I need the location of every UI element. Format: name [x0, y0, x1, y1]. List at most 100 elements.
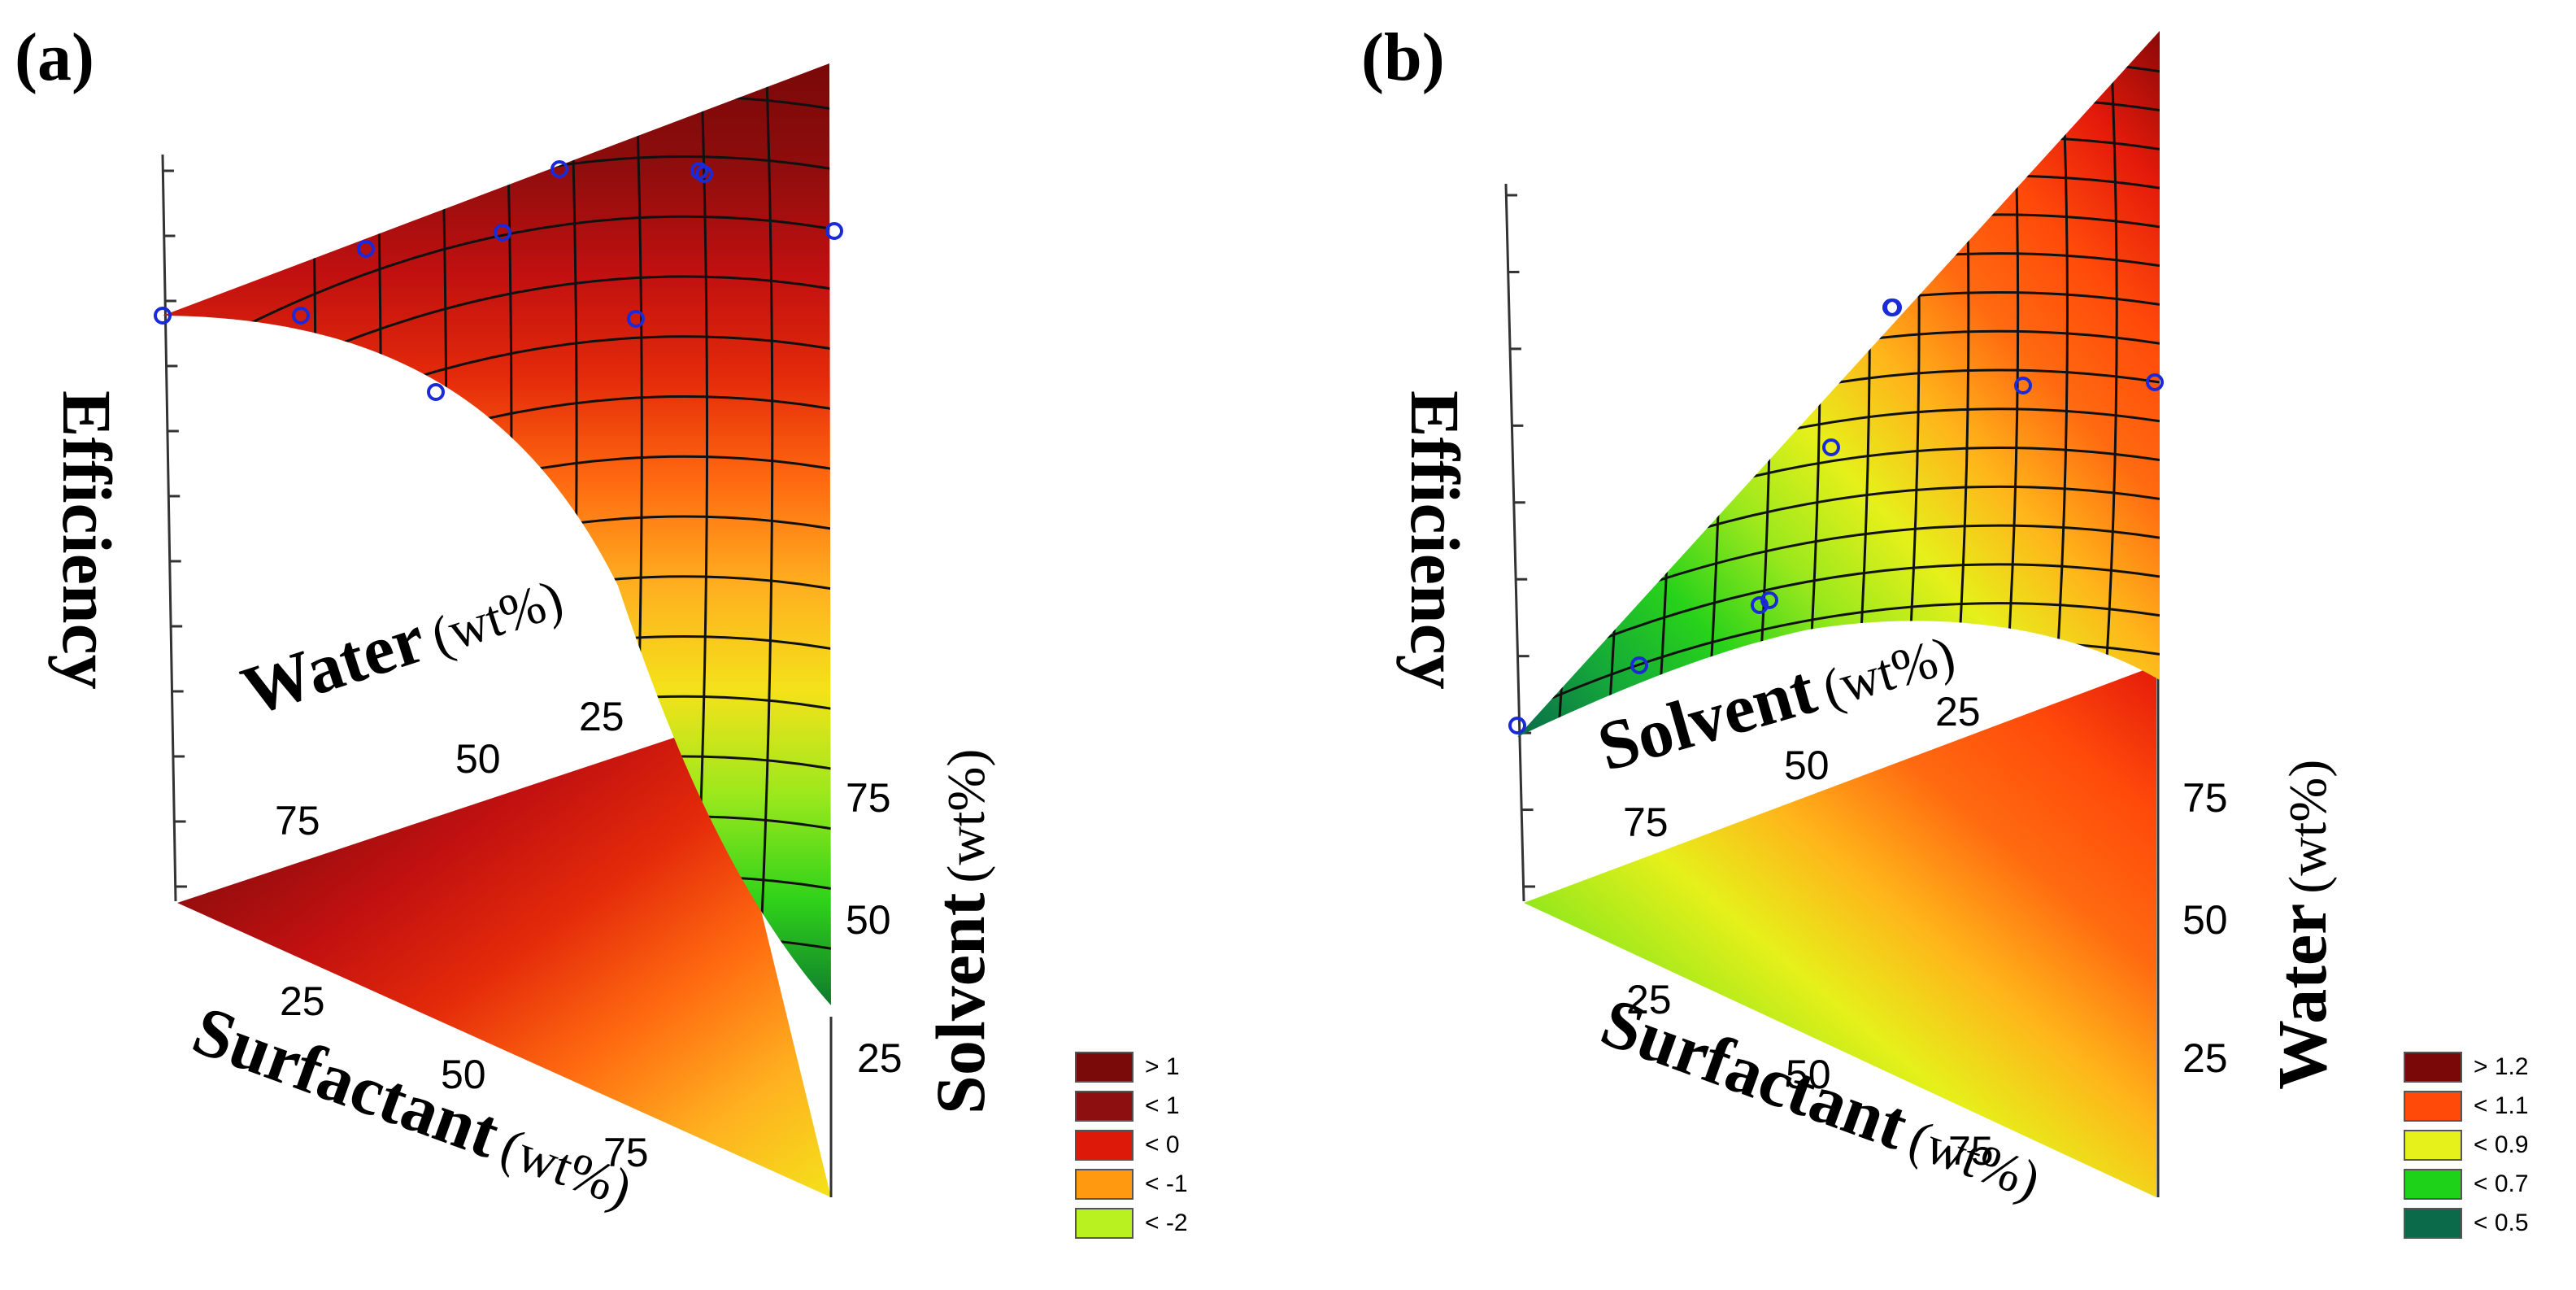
design-point [2014, 377, 2032, 394]
grid-line [1517, 602, 2160, 715]
legend-swatch [2404, 1169, 2462, 1200]
design-point [690, 162, 708, 180]
legend-label: < -1 [1145, 1170, 1188, 1197]
water-tick-50: 50 [2182, 897, 2228, 943]
design-point [627, 310, 645, 328]
water-unit: (wt%) [2278, 760, 2338, 894]
z-axis-line [161, 154, 177, 902]
legend-swatch [1075, 1091, 1134, 1122]
grid-line [1557, 32, 1575, 733]
surfactant-tick-25: 25 [1626, 977, 1672, 1022]
legend-b: > 1.2 < 1.1 < 0.9 < 0.7 < 0.5 [2404, 1048, 2529, 1243]
legend-item: < 1 [1075, 1087, 1188, 1126]
legend-label: < 0 [1145, 1131, 1180, 1158]
design-point [494, 224, 511, 242]
z-axis-ticks [163, 169, 187, 888]
design-point [427, 383, 445, 401]
design-point [1630, 656, 1648, 674]
design-point [825, 222, 843, 240]
base-contour-triangle [177, 724, 831, 1197]
legend-swatch [1075, 1169, 1134, 1200]
grid-line [243, 215, 831, 328]
legend-label: < -2 [1145, 1209, 1188, 1236]
grid-line [1517, 563, 2160, 676]
water-name: Water [2263, 904, 2341, 1090]
water-axis-title: Water(wt%) [233, 554, 571, 730]
panel-label-a: (a) [15, 20, 94, 95]
legend-item: < 0.9 [2404, 1126, 2529, 1165]
response-surface [1517, 31, 2160, 737]
legend-label: < 0.9 [2474, 1131, 2529, 1158]
solvent-tick-75: 75 [846, 775, 891, 821]
legend-item: < 1.1 [2404, 1087, 2529, 1126]
legend-swatch [1075, 1130, 1134, 1161]
legend-swatch [1075, 1208, 1134, 1239]
legend-swatch [2404, 1052, 2462, 1083]
water-tick-75: 75 [2182, 775, 2228, 821]
solvent-tick-50: 50 [1784, 743, 1830, 788]
base-contour-triangle [1524, 665, 2156, 1197]
solvent-tick-25: 25 [857, 1035, 903, 1081]
design-point [1760, 591, 1778, 609]
design-points [154, 160, 843, 401]
legend-label: < 1.1 [2474, 1092, 2529, 1119]
legend-item: > 1.2 [2404, 1048, 2529, 1087]
surfactant-tick-75: 75 [603, 1130, 649, 1175]
water-tick-50: 50 [455, 736, 501, 782]
legend-label: < 0.5 [2474, 1209, 2529, 1236]
surface-plot-a: Efficiency Water(wt%) 75 50 25 Solvent(w… [48, 63, 999, 1219]
design-point [2146, 373, 2164, 391]
surfactant-tick-50: 50 [441, 1052, 486, 1097]
legend-item: < -1 [1075, 1165, 1188, 1204]
water-tick-25: 25 [579, 694, 624, 739]
legend-item: > 1 [1075, 1048, 1188, 1087]
legend-label: < 0.7 [2474, 1170, 2529, 1197]
design-point [357, 240, 375, 258]
solvent-unit: (wt%) [937, 749, 996, 883]
design-point [1822, 438, 1840, 456]
solvent-tick-50: 50 [846, 897, 891, 943]
design-point [292, 307, 310, 325]
water-axis-title: Water (wt%) [2263, 760, 2341, 1090]
solvent-name: Solvent [921, 892, 999, 1114]
chart-panel-b: (b) Efficiency Solvent(wt%) 75 50 25 Wat… [1288, 0, 2576, 1290]
response-surface [163, 63, 831, 1005]
grid-line [756, 63, 774, 1005]
water-tick-25: 25 [2182, 1035, 2228, 1081]
legend-swatch [2404, 1091, 2462, 1122]
legend-label: < 1 [1145, 1092, 1180, 1119]
design-points [1508, 299, 2164, 734]
water-unit: (wt%) [424, 569, 570, 666]
legend-item: < 0 [1075, 1126, 1188, 1165]
design-point [550, 160, 568, 178]
efficiency-axis-title: Efficiency [48, 390, 126, 690]
water-tick-75: 75 [275, 798, 320, 843]
legend-item: < 0.5 [2404, 1204, 2529, 1243]
chart-panel-a: (a) Efficiency Water(wt%) 75 50 25 Solve… [15, 20, 1188, 1243]
legend-swatch [2404, 1208, 2462, 1239]
solvent-tick-75: 75 [1623, 800, 1669, 845]
surfactant-tick-50: 50 [1786, 1052, 1831, 1097]
solvent-axis-title: Solvent (wt%) [921, 749, 999, 1114]
solvent-tick-25: 25 [1935, 689, 1981, 734]
legend-swatch [2404, 1130, 2462, 1161]
water-name: Water [233, 599, 434, 730]
legend-item: < 0.7 [2404, 1165, 2529, 1204]
legend-label: > 1 [1145, 1053, 1180, 1080]
grid-line [2100, 32, 2118, 733]
surfactant-tick-75: 75 [1948, 1128, 1994, 1174]
panel-label-b: (b) [1361, 20, 1445, 95]
legend-label: > 1.2 [2474, 1053, 2529, 1080]
design-point [154, 307, 172, 325]
design-point [1884, 299, 1902, 316]
z-axis-line [1504, 183, 1525, 902]
z-axis-ticks [1506, 194, 1535, 888]
design-point [1508, 717, 1526, 734]
design-point [1751, 596, 1769, 614]
surfactant-tick-25: 25 [280, 978, 325, 1024]
surface-plot-b: Efficiency Solvent(wt%) 75 50 25 Water(w… [1396, 31, 2341, 1211]
efficiency-axis-title: Efficiency [1396, 390, 1474, 690]
legend-a: > 1 < 1 < 0 < -1 < -2 [1075, 1048, 1188, 1243]
legend-swatch [1075, 1052, 1134, 1083]
legend-item: < -2 [1075, 1204, 1188, 1243]
